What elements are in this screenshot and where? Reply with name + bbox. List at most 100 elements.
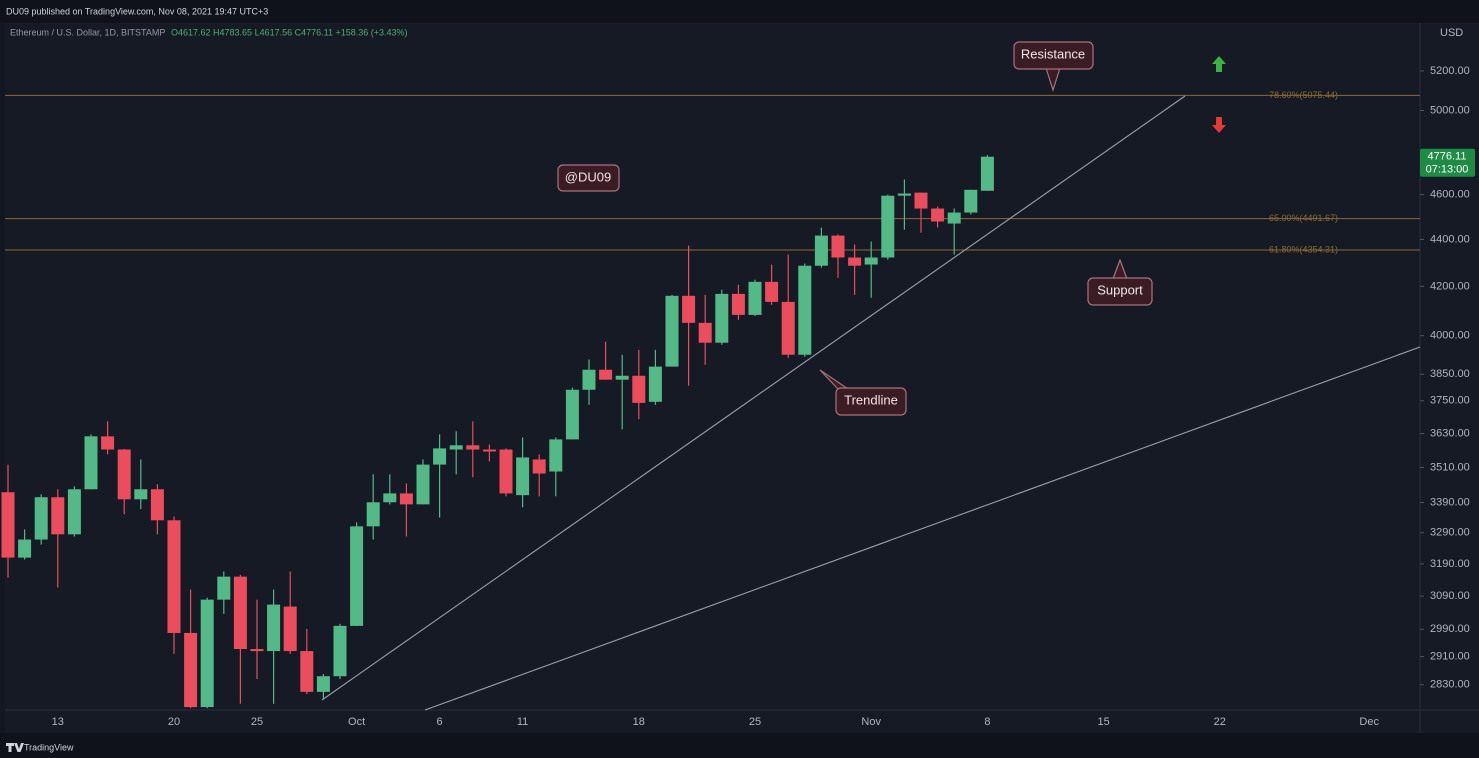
- callout-box: [835, 387, 907, 416]
- candle-body: [765, 281, 779, 302]
- currency: USD: [1440, 27, 1463, 39]
- candle-body: [117, 449, 131, 500]
- callout-pointer: [1045, 67, 1061, 92]
- candle-body: [980, 156, 994, 191]
- x-tick-label: 11: [517, 716, 528, 728]
- candle-body: [947, 212, 961, 224]
- candle-body: [267, 604, 281, 652]
- x-tick-label: Dec: [1359, 716, 1379, 728]
- candle-body: [34, 497, 48, 540]
- candle-body: [18, 539, 32, 558]
- candle-body: [914, 192, 928, 209]
- candle-body: [516, 457, 530, 496]
- callout-box: [557, 164, 620, 192]
- candle-body: [300, 651, 314, 692]
- candle-body: [881, 195, 895, 258]
- y-tick-label: 3510.00: [1430, 461, 1470, 473]
- annotation: Trendline: [844, 392, 898, 407]
- candle-body: [1, 492, 15, 558]
- candle-body: [715, 293, 729, 343]
- candle-body: [582, 369, 596, 390]
- annotation: @DU09: [565, 169, 611, 184]
- candle-body: [134, 489, 148, 500]
- candle-body: [864, 257, 878, 265]
- candle-body: [167, 520, 181, 633]
- y-tick-label: 3850.00: [1430, 368, 1470, 380]
- top-bar: [0, 0, 1479, 23]
- x-tick-label: 18: [633, 716, 645, 728]
- callout-pointer: [819, 369, 849, 390]
- candle-body: [748, 281, 762, 315]
- y-tick-label: 3630.00: [1430, 427, 1470, 439]
- candle-body: [399, 493, 413, 505]
- y-tick-label: 2830.00: [1430, 679, 1470, 691]
- candle-body: [831, 235, 845, 258]
- y-tick-label: 3390.00: [1430, 496, 1470, 508]
- candle-body: [897, 193, 911, 196]
- x-tick-label: 8: [984, 716, 990, 728]
- candle-body: [433, 448, 447, 465]
- candle-body: [250, 649, 264, 652]
- level-label: 78.60%(5075.44): [1269, 90, 1338, 100]
- candle-body: [233, 576, 247, 650]
- y-tick-label: 3750.00: [1430, 395, 1470, 407]
- candle-body: [599, 369, 613, 380]
- candle-body: [964, 189, 978, 213]
- y-tick-label: 3190.00: [1430, 558, 1470, 570]
- candle-body: [615, 375, 629, 380]
- countdown: 07:13:00: [1426, 164, 1469, 176]
- candle-body: [184, 632, 198, 708]
- candle-body: [366, 502, 380, 527]
- x-tick-label: 25: [251, 716, 263, 728]
- x-tick-label: 20: [168, 716, 180, 728]
- candle-body: [101, 436, 115, 450]
- candle-body: [848, 257, 862, 266]
- x-tick-label: 6: [437, 716, 443, 728]
- candle-body: [217, 576, 231, 600]
- candle-body: [648, 366, 662, 402]
- candle-body: [682, 295, 696, 323]
- y-tick-label: 5000.00: [1430, 104, 1470, 116]
- candle-body: [731, 293, 745, 315]
- candle-body: [798, 265, 812, 355]
- candle-body: [466, 445, 480, 450]
- up-arrow: [1212, 56, 1226, 72]
- trendline: [424, 346, 1421, 711]
- x-tick-label: 22: [1214, 716, 1226, 728]
- x-tick-label: 13: [52, 716, 64, 728]
- callout-pointer: [1112, 258, 1128, 280]
- annotation: Resistance: [1021, 46, 1085, 61]
- y-tick-label: 3090.00: [1430, 590, 1470, 602]
- publish-info: DU09 published on TradingView.com, Nov 0…: [6, 6, 268, 16]
- candle-body: [632, 375, 646, 403]
- y-tick-label: 2910.00: [1430, 651, 1470, 663]
- candle-body: [350, 526, 364, 626]
- y-tick-label: 4000.00: [1430, 330, 1470, 342]
- candle-body: [814, 235, 828, 266]
- candle-body: [565, 389, 579, 440]
- candle-body: [698, 322, 712, 343]
- y-tick-label: 4200.00: [1430, 280, 1470, 292]
- y-tick-label: 4400.00: [1430, 233, 1470, 245]
- footer-brand: TradingView: [24, 742, 74, 752]
- candle-body: [532, 459, 546, 474]
- ohlc-legend: O4617.62 H4783.65 L4617.56 C4776.11 +158…: [171, 27, 408, 37]
- candle-body: [200, 599, 214, 708]
- candle-body: [333, 625, 347, 677]
- callout-box: [1013, 41, 1094, 70]
- candle-body: [781, 301, 795, 355]
- level-label: 61.80%(4354.31): [1269, 244, 1338, 254]
- candle-body: [665, 295, 679, 367]
- candle-body: [549, 439, 563, 472]
- candle-body: [51, 497, 65, 535]
- footer-bar: [0, 733, 1479, 758]
- x-tick-label: 15: [1097, 716, 1109, 728]
- symbol-title: Ethereum / U.S. Dollar, 1D, BITSTAMP: [10, 27, 165, 37]
- candle-body: [84, 436, 98, 490]
- callout-box: [1087, 277, 1153, 306]
- candle-body: [67, 489, 81, 535]
- y-tick-label: 5200.00: [1430, 65, 1470, 77]
- annotation: Support: [1097, 282, 1143, 297]
- y-tick-label: 3290.00: [1430, 527, 1470, 539]
